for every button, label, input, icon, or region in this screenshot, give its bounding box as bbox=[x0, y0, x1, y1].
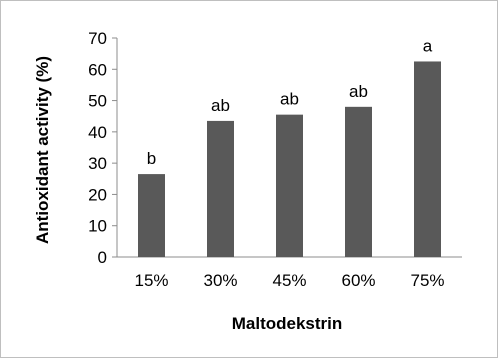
bars bbox=[138, 61, 441, 258]
y-tick-label: 50 bbox=[88, 92, 107, 111]
y-tick-label: 30 bbox=[88, 154, 107, 173]
x-tick-label: 75% bbox=[410, 271, 444, 290]
y-tick-label: 70 bbox=[88, 29, 107, 48]
bar-data-label: ab bbox=[211, 96, 230, 115]
x-tick-label: 60% bbox=[341, 271, 375, 290]
x-tick-label: 45% bbox=[272, 271, 306, 290]
bar-data-label: b bbox=[147, 149, 156, 168]
y-tick-label: 40 bbox=[88, 123, 107, 142]
bar bbox=[138, 174, 165, 257]
x-axis: 15% 30% 45% 60% 75% bbox=[117, 256, 462, 290]
bar bbox=[276, 114, 303, 258]
bar-data-label: ab bbox=[280, 90, 299, 109]
y-tick-label: 60 bbox=[88, 60, 107, 79]
y-tick-label: 0 bbox=[98, 248, 107, 267]
bar bbox=[414, 61, 441, 257]
x-tick-label: 15% bbox=[134, 271, 168, 290]
x-tick-label: 30% bbox=[203, 271, 237, 290]
y-tick-label: 10 bbox=[88, 217, 107, 236]
bar-data-label: ab bbox=[349, 82, 368, 101]
x-axis-title: Maltodekstrin bbox=[232, 314, 343, 333]
bar-data-label: a bbox=[423, 36, 433, 55]
y-axis-title: Antioxidant activity (%) bbox=[33, 56, 52, 244]
data-labels: b ab ab ab a bbox=[147, 36, 433, 168]
y-tick-label: 20 bbox=[88, 185, 107, 204]
bar bbox=[345, 106, 372, 257]
y-axis: 0 10 20 30 40 50 60 70 bbox=[88, 29, 118, 267]
bar bbox=[207, 120, 234, 258]
